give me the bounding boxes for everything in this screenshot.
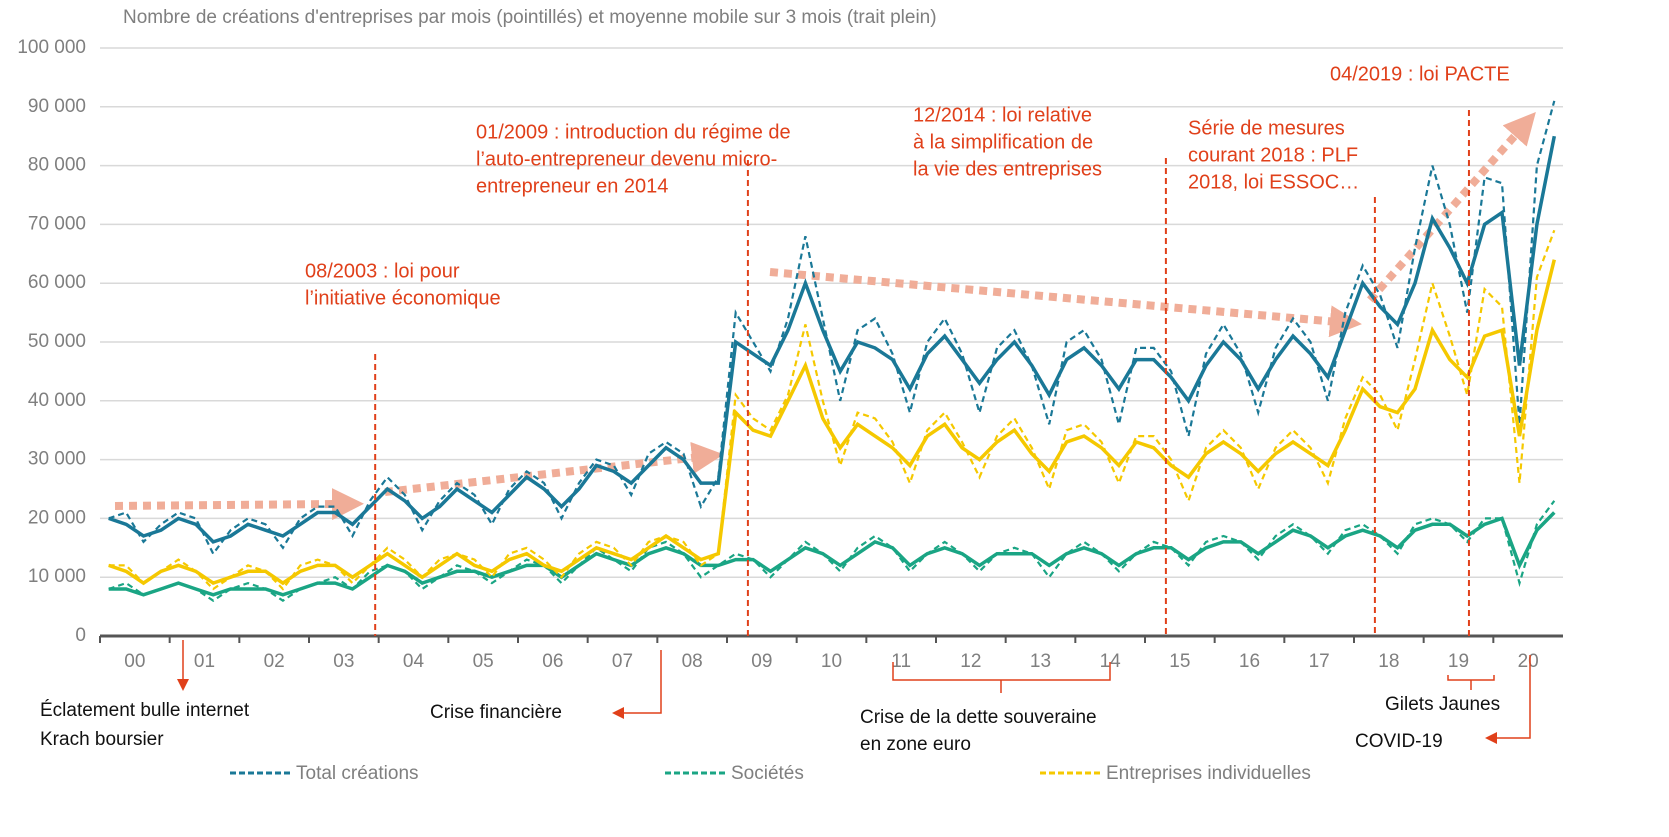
monthly-line — [108, 229, 1556, 591]
trend-arrow — [384, 441, 724, 496]
moving-average-line — [108, 511, 1556, 597]
x-tick-label: 19 — [1448, 651, 1469, 672]
y-tick-label: 80 000 — [28, 155, 86, 176]
monthly-line — [108, 500, 1556, 603]
event-label: 01/2009 : introduction du régime de — [476, 121, 791, 143]
x-tick-label: 03 — [333, 651, 354, 672]
x-tick-label: 02 — [264, 651, 285, 672]
legend-label: Sociétés — [731, 763, 804, 784]
trend-arrows — [114, 112, 1536, 521]
moving-average-line — [108, 259, 1556, 586]
y-tick-label: 100 000 — [17, 37, 86, 58]
arrow — [612, 650, 662, 719]
note: Gilets Jaunes — [1385, 694, 1500, 715]
y-tick-label: 30 000 — [28, 449, 86, 470]
y-tick-label: 90 000 — [28, 96, 86, 117]
y-tick-label: 40 000 — [28, 390, 86, 411]
y-tick-label: 10 000 — [28, 566, 86, 587]
note: Crise de la dette souveraine — [860, 707, 1097, 728]
x-tick-label: 04 — [403, 651, 425, 672]
x-tick-label: 15 — [1169, 651, 1190, 672]
event-label: à la simplification de — [913, 131, 1093, 153]
event-label: courant 2018 : PLF — [1188, 144, 1358, 166]
y-tick-label: 20 000 — [28, 507, 86, 528]
y-tick-label: 50 000 — [28, 331, 86, 352]
event-label: 08/2003 : loi pour — [305, 260, 460, 282]
y-tick-label: 70 000 — [28, 213, 86, 234]
bottom-annotations: Éclatement bulle internet Krach boursier… — [40, 640, 1531, 755]
event-label: entrepreneur en 2014 — [476, 175, 668, 197]
x-tick-label: 10 — [821, 651, 842, 672]
x-tick-label: 20 — [1518, 651, 1539, 672]
trend-arrow — [114, 488, 364, 521]
x-tick-label: 00 — [124, 651, 145, 672]
x-tick-label: 07 — [612, 651, 633, 672]
event-label: la vie des entreprises — [913, 158, 1102, 180]
y-tick-label: 0 — [75, 625, 86, 646]
arrow — [1485, 655, 1531, 744]
x-tick-label: 12 — [960, 651, 981, 672]
event-label: 12/2014 : loi relative — [913, 104, 1092, 126]
x-tick-label: 17 — [1309, 651, 1330, 672]
x-tick-label: 11 — [891, 651, 911, 672]
x-tick-label: 01 — [194, 651, 215, 672]
event-label: l’initiative économique — [305, 287, 501, 309]
bracket — [892, 662, 1111, 681]
x-tick-label: 13 — [1030, 651, 1051, 672]
event-label: l’auto-entrepreneur devenu micro- — [476, 148, 777, 170]
moving-average-line — [108, 135, 1557, 544]
event-label: 2018, loi ESSOC… — [1188, 171, 1359, 193]
legend-label: Total créations — [296, 763, 419, 784]
trend-arrow — [769, 268, 1362, 338]
note: Crise financière — [430, 702, 562, 723]
bracket — [1447, 675, 1495, 681]
x-tick-label: 14 — [1100, 651, 1122, 672]
x-tick-label: 09 — [751, 651, 772, 672]
monthly-line — [108, 100, 1556, 556]
x-tick-label: 05 — [473, 651, 494, 672]
legend-label: Entreprises individuelles — [1106, 763, 1311, 784]
note: en zone euro — [860, 734, 971, 755]
x-tick-label: 08 — [682, 651, 703, 672]
event-label: 04/2019 : loi PACTE — [1330, 63, 1510, 85]
y-tick-label: 60 000 — [28, 272, 86, 293]
note: Éclatement bulle internet — [40, 700, 250, 721]
x-tick-label: 06 — [542, 651, 563, 672]
note: Krach boursier — [40, 729, 164, 750]
event-label: Série de mesures — [1188, 117, 1345, 139]
chart-title: Nombre de créations d'entreprises par mo… — [123, 7, 937, 28]
note: COVID-19 — [1355, 731, 1443, 752]
x-tick-label: 18 — [1378, 651, 1399, 672]
trend-arrow — [1367, 112, 1536, 303]
x-tick-label: 16 — [1239, 651, 1260, 672]
